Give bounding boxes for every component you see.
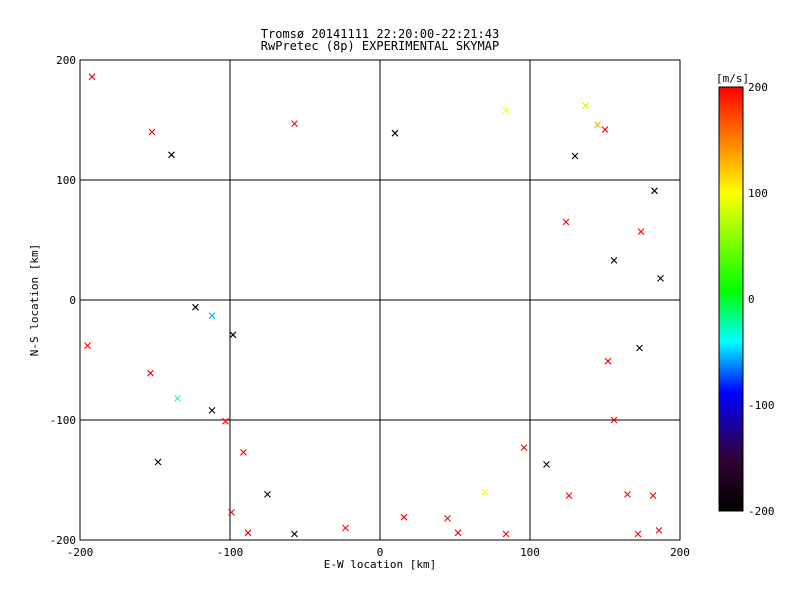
data-point-x — [168, 151, 175, 159]
data-points — [84, 73, 664, 538]
data-point-x — [391, 129, 399, 137]
chart-title: Tromsø 20141111 22:20:00-22:21:43 — [261, 27, 499, 41]
data-point-x — [192, 303, 199, 311]
data-point-x — [291, 530, 298, 538]
colorbar — [718, 86, 744, 512]
data-point-x — [651, 187, 658, 195]
data-point-x — [562, 218, 570, 226]
data-point-x — [147, 369, 154, 377]
y-tick-label: -200 — [50, 534, 77, 547]
data-point-x — [208, 312, 216, 319]
x-tick-label: -200 — [67, 546, 94, 559]
data-point-x — [502, 107, 510, 114]
colorbar-tick-label: -200 — [748, 505, 775, 518]
data-point-x — [594, 121, 601, 129]
colorbar-tick-label: 200 — [748, 81, 768, 94]
colorbar-label: [m/s] — [716, 72, 749, 85]
data-point-x — [454, 529, 462, 537]
data-point-x — [84, 342, 91, 349]
data-point-x — [222, 417, 229, 425]
x-tick-label: 0 — [377, 546, 384, 559]
plot-frame — [79, 59, 681, 541]
x-tick-labels: -200 -100 0 100 200 — [67, 546, 690, 559]
data-point-x — [444, 515, 451, 522]
x-tick-label: -100 — [217, 546, 244, 559]
data-point-x — [637, 228, 645, 235]
data-point-x — [657, 275, 664, 282]
data-point-x — [291, 120, 298, 127]
data-point-x — [610, 257, 618, 264]
y-tick-labels: -200 -100 0 100 200 — [50, 54, 77, 547]
colorbar-tick-label: 0 — [748, 293, 755, 306]
data-point-x — [148, 128, 156, 136]
grid-lines — [80, 60, 680, 540]
data-point-x — [543, 461, 550, 468]
colorbar-tick-label: -100 — [748, 399, 775, 412]
data-point-x — [502, 530, 510, 538]
x-tick-label: 100 — [520, 546, 540, 559]
chart-subtitle: RwPretec (8p) EXPERIMENTAL SKYMAP — [261, 39, 499, 53]
data-point-x — [571, 152, 579, 160]
data-point-x — [228, 509, 235, 516]
data-point-x — [655, 527, 663, 534]
y-tick-label: 0 — [69, 294, 76, 307]
y-tick-label: -100 — [50, 414, 77, 427]
data-point-x — [481, 488, 489, 496]
data-point-x — [229, 331, 237, 339]
y-tick-label: 200 — [56, 54, 76, 67]
data-point-x — [624, 491, 631, 498]
data-point-x — [208, 407, 216, 414]
data-point-x — [174, 395, 181, 402]
data-point-x — [582, 102, 589, 109]
data-point-x — [154, 458, 162, 466]
data-point-x — [240, 449, 247, 456]
x-axis-label: E-W location [km] — [324, 558, 437, 571]
colorbar-tick-label: 100 — [748, 187, 768, 200]
y-axis-label: N-S location [km] — [28, 244, 41, 357]
data-point-x — [601, 126, 609, 133]
data-point-x — [610, 416, 618, 424]
data-point-x — [520, 444, 528, 451]
data-point-x — [636, 344, 643, 352]
y-tick-label: 100 — [56, 174, 76, 187]
data-point-x — [604, 357, 612, 365]
data-point-x — [400, 513, 408, 521]
data-point-x — [88, 73, 96, 81]
x-tick-label: 200 — [670, 546, 690, 559]
data-point-x — [565, 492, 573, 499]
data-point-x — [649, 492, 657, 499]
data-point-x — [634, 530, 642, 538]
colorbar-tick-labels: 200 100 0 -100 -200 — [748, 81, 775, 518]
data-point-x — [264, 491, 271, 498]
data-point-x — [244, 529, 252, 537]
data-point-x — [342, 524, 349, 532]
